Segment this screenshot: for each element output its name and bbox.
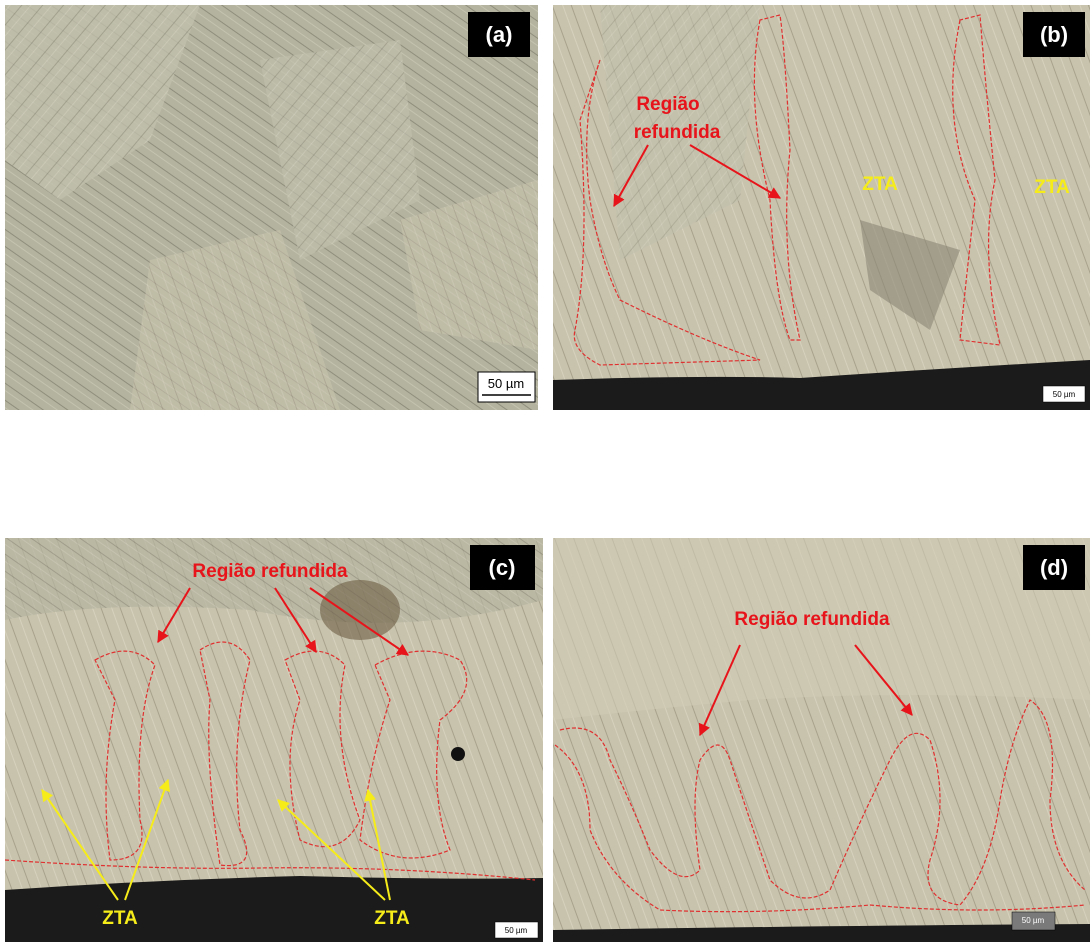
scale-bar: 50 µm [488, 376, 524, 391]
scale-bar: 50 µm [1053, 390, 1076, 399]
annotation: ZTA [1034, 177, 1070, 198]
annotation: ZTA [374, 908, 410, 929]
panel-label: (b) [1040, 22, 1068, 47]
panel-label: (d) [1040, 555, 1068, 580]
panel-a: (a) 50 µm [5, 5, 538, 410]
panel-label: (c) [489, 555, 516, 580]
panel-b: (b) Região refundida ZTA ZTA 50 µm [553, 5, 1090, 410]
annotation: Região refundida [192, 561, 348, 582]
scale-bar: 50 µm [1022, 916, 1045, 925]
annotation: refundida [634, 122, 721, 143]
panel-label: (a) [486, 22, 513, 47]
annotation: Região refundida [734, 609, 890, 630]
annotation: ZTA [102, 908, 138, 929]
annotation: ZTA [862, 174, 898, 195]
scale-bar: 50 µm [505, 926, 528, 935]
panel-c: (c) Região refundida ZTA ZTA 50 µm [5, 538, 543, 942]
annotation: Região [636, 94, 699, 115]
figure: (a) 50 µm (b) Região refundida ZTA ZTA 5… [0, 0, 1091, 942]
panel-d: (d) Região refundida 50 µm [553, 538, 1090, 942]
